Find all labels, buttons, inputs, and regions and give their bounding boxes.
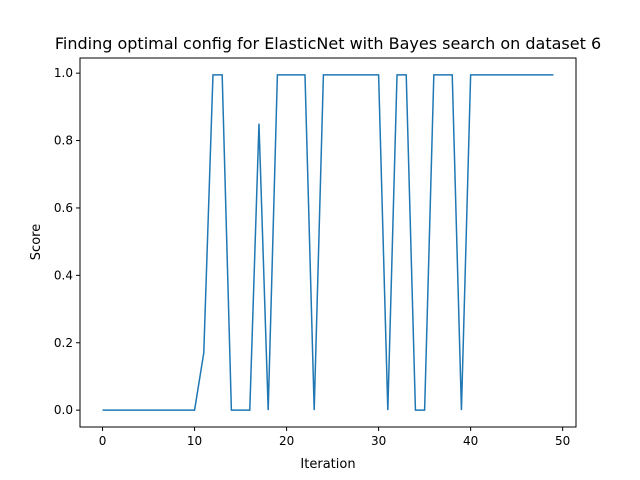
series-line-0 bbox=[102, 74, 554, 411]
y-tick-label: 0.6 bbox=[54, 201, 73, 215]
x-axis: 0 10 20 30 40 50 bbox=[99, 427, 570, 448]
y-tick-label: 0.4 bbox=[54, 268, 73, 282]
x-tick-label: 10 bbox=[187, 434, 202, 448]
x-tick-label: 50 bbox=[555, 434, 570, 448]
chart-title: Finding optimal config for ElasticNet wi… bbox=[55, 34, 601, 53]
x-tick-label: 40 bbox=[463, 434, 478, 448]
plot-area bbox=[102, 74, 554, 411]
y-axis: 0.0 0.2 0.4 0.6 0.8 1.0 bbox=[54, 66, 80, 417]
y-tick-label: 0.2 bbox=[54, 336, 73, 350]
y-axis-label: Score bbox=[29, 224, 44, 260]
x-tick-label: 20 bbox=[279, 434, 294, 448]
y-tick-label: 0.8 bbox=[54, 134, 73, 148]
y-tick-label: 0.0 bbox=[54, 403, 73, 417]
x-tick-label: 0 bbox=[99, 434, 107, 448]
x-tick-label: 30 bbox=[371, 434, 386, 448]
y-tick-label: 1.0 bbox=[54, 66, 73, 80]
x-axis-label: Iteration bbox=[300, 457, 355, 472]
axes-frame bbox=[79, 57, 577, 428]
